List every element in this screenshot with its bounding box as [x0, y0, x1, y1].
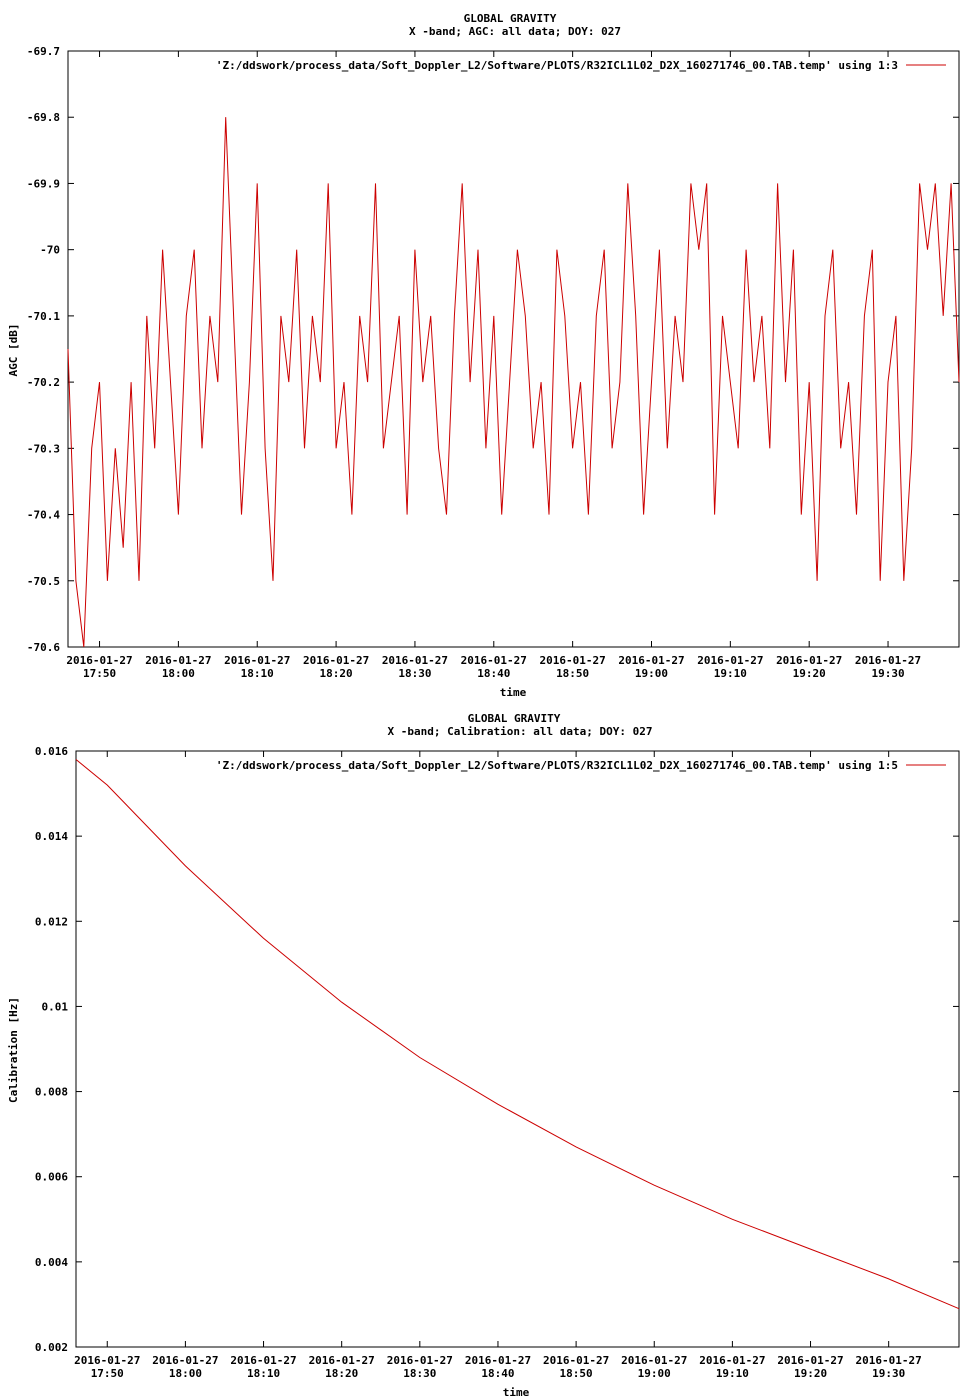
y-tick-label: -70.3 — [27, 442, 60, 455]
x-tick-time-label: 19:00 — [638, 1367, 671, 1380]
x-tick-date-label: 2016-01-27 — [776, 654, 842, 667]
x-tick-date-label: 2016-01-27 — [540, 654, 606, 667]
y-tick-label: -70.1 — [27, 310, 60, 323]
x-tick-date-label: 2016-01-27 — [382, 654, 448, 667]
x-ticks: 2016-01-2717:502016-01-2718:002016-01-27… — [66, 51, 921, 680]
y-tick-label: 0.016 — [35, 745, 68, 758]
y-tick-label: 0.002 — [35, 1341, 68, 1354]
x-tick-time-label: 18:30 — [403, 1367, 436, 1380]
x-tick-time-label: 18:20 — [320, 667, 353, 680]
x-tick-time-label: 18:50 — [556, 667, 589, 680]
agc-chart: GLOBAL GRAVITY X -band; AGC: all data; D… — [7, 12, 960, 699]
x-tick-date-label: 2016-01-27 — [777, 1354, 843, 1367]
x-tick-date-label: 2016-01-27 — [303, 654, 369, 667]
x-tick-date-label: 2016-01-27 — [699, 1354, 765, 1367]
y-tick-label: -69.8 — [27, 111, 60, 124]
x-axis-label: time — [500, 686, 527, 699]
y-axis-label: AGC [dB] — [7, 324, 20, 377]
x-tick-time-label: 18:10 — [241, 667, 274, 680]
plot-frame — [67, 50, 960, 648]
chart-title: GLOBAL GRAVITY — [464, 12, 557, 25]
x-tick-date-label: 2016-01-27 — [618, 654, 684, 667]
x-tick-date-label: 2016-01-27 — [697, 654, 763, 667]
x-tick-date-label: 2016-01-27 — [461, 654, 527, 667]
y-ticks: 0.016 0.014 0.012 0.01 0.008 0.006 0.004 0.002 — [35, 745, 959, 1354]
y-tick-label: 0.014 — [35, 830, 68, 843]
x-tick-time-label: 18:50 — [560, 1367, 593, 1380]
legend: 'Z:/ddswork/process_data/Soft_Doppler_L2… — [216, 759, 946, 772]
chart-subtitle: X -band; Calibration: all data; DOY: 027 — [388, 725, 653, 738]
y-tick-label: -69.9 — [27, 177, 60, 190]
x-tick-time-label: 19:30 — [872, 1367, 905, 1380]
y-axis-label: Calibration [Hz] — [7, 997, 20, 1103]
x-ticks: 2016-01-2717:502016-01-2718:002016-01-27… — [74, 751, 922, 1380]
x-tick-date-label: 2016-01-27 — [309, 1354, 375, 1367]
chart-title: GLOBAL GRAVITY — [468, 712, 561, 725]
legend-label: 'Z:/ddswork/process_data/Soft_Doppler_L2… — [216, 759, 898, 772]
x-tick-date-label: 2016-01-27 — [230, 1354, 296, 1367]
x-tick-time-label: 19:10 — [716, 1367, 749, 1380]
x-tick-date-label: 2016-01-27 — [387, 1354, 453, 1367]
x-tick-time-label: 18:20 — [325, 1367, 358, 1380]
x-tick-time-label: 18:40 — [481, 1367, 514, 1380]
x-tick-time-label: 18:30 — [398, 667, 431, 680]
x-tick-time-label: 18:00 — [162, 667, 195, 680]
x-axis-label: time — [503, 1386, 530, 1399]
y-tick-label: -70 — [40, 244, 60, 257]
calibration-chart: GLOBAL GRAVITY X -band; Calibration: all… — [7, 712, 960, 1399]
legend-label: 'Z:/ddswork/process_data/Soft_Doppler_L2… — [216, 59, 898, 72]
x-tick-date-label: 2016-01-27 — [855, 654, 921, 667]
y-tick-label: 0.012 — [35, 915, 68, 928]
legend: 'Z:/ddswork/process_data/Soft_Doppler_L2… — [216, 59, 946, 72]
x-tick-time-label: 19:10 — [714, 667, 747, 680]
x-tick-date-label: 2016-01-27 — [224, 654, 290, 667]
y-tick-label: 0.004 — [35, 1256, 68, 1269]
y-tick-label: -70.4 — [27, 509, 60, 522]
x-tick-date-label: 2016-01-27 — [66, 654, 132, 667]
x-tick-date-label: 2016-01-27 — [543, 1354, 609, 1367]
x-tick-date-label: 2016-01-27 — [152, 1354, 218, 1367]
x-tick-time-label: 18:40 — [477, 667, 510, 680]
x-tick-date-label: 2016-01-27 — [621, 1354, 687, 1367]
y-tick-label: 0.008 — [35, 1086, 68, 1099]
y-tick-label: -70.6 — [27, 641, 60, 654]
y-tick-label: -70.2 — [27, 376, 60, 389]
x-tick-time-label: 19:00 — [635, 667, 668, 680]
x-tick-time-label: 19:20 — [793, 667, 826, 680]
agc-series-line — [67, 117, 960, 648]
x-tick-time-label: 18:00 — [169, 1367, 202, 1380]
x-tick-date-label: 2016-01-27 — [74, 1354, 140, 1367]
x-tick-time-label: 19:30 — [871, 667, 904, 680]
x-tick-date-label: 2016-01-27 — [856, 1354, 922, 1367]
x-tick-date-label: 2016-01-27 — [145, 654, 211, 667]
x-tick-time-label: 17:50 — [91, 1367, 124, 1380]
y-tick-label: 0.01 — [42, 1000, 69, 1013]
y-ticks: -69.7 -69.8 -69.9 -70 -70.1 -70.2 -70.3 -70.4 -7… — [27, 45, 959, 654]
y-tick-label: -69.7 — [27, 45, 60, 58]
calibration-series-line — [75, 759, 960, 1310]
x-tick-time-label: 18:10 — [247, 1367, 280, 1380]
plot-frame — [75, 750, 960, 1348]
y-tick-label: -70.5 — [27, 575, 60, 588]
x-tick-time-label: 19:20 — [794, 1367, 827, 1380]
chart-subtitle: X -band; AGC: all data; DOY: 027 — [409, 25, 621, 38]
x-tick-date-label: 2016-01-27 — [465, 1354, 531, 1367]
y-tick-label: 0.006 — [35, 1171, 68, 1184]
x-tick-time-label: 17:50 — [83, 667, 116, 680]
